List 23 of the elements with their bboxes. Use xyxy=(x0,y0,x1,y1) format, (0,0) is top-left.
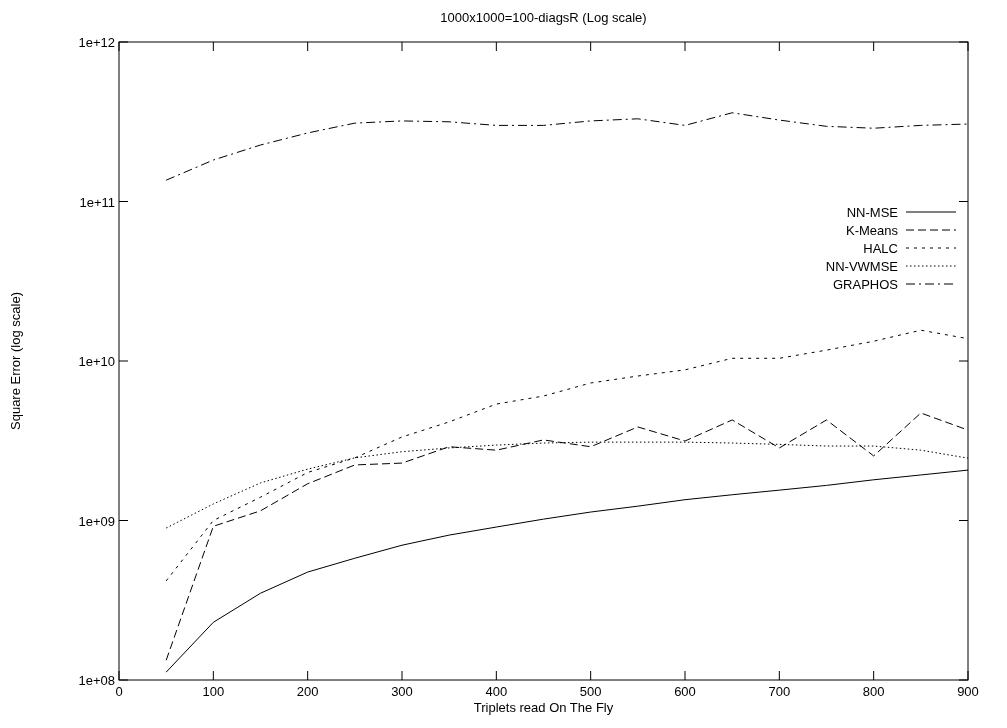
x-tick-label: 600 xyxy=(674,684,696,699)
y-tick-label: 1e+10 xyxy=(78,354,115,369)
x-tick-label: 700 xyxy=(768,684,791,699)
legend-label: K-Means xyxy=(845,223,899,238)
x-axis-title: Triplets read On The Fly xyxy=(473,700,614,715)
x-tick-label: 200 xyxy=(296,684,319,699)
x-tick-label: 500 xyxy=(579,684,602,699)
legend-label: HALC xyxy=(863,241,898,256)
y-tick-label: 1e+11 xyxy=(79,194,115,210)
legend-label: NN-VWMSE xyxy=(825,259,899,274)
y-tick-label: 1e+12 xyxy=(78,35,115,50)
x-tick-label: 100 xyxy=(202,684,225,699)
x-tick-label: 800 xyxy=(862,684,885,699)
x-tick-label: 900 xyxy=(957,684,979,699)
y-axis-title: Square Error (log scale) xyxy=(8,292,23,430)
x-tick-label: 400 xyxy=(485,684,508,699)
y-tick-label: 1e+09 xyxy=(78,513,115,529)
x-tick-label: 0 xyxy=(115,684,123,699)
legend-label: NN-MSE xyxy=(846,205,899,220)
chart-title: 1000x1000=100-diagsR (Log scale) xyxy=(440,10,647,25)
x-tick-label: 300 xyxy=(391,684,413,699)
y-tick-label: 1e+08 xyxy=(78,673,115,688)
legend-label: GRAPHOS xyxy=(832,277,899,292)
